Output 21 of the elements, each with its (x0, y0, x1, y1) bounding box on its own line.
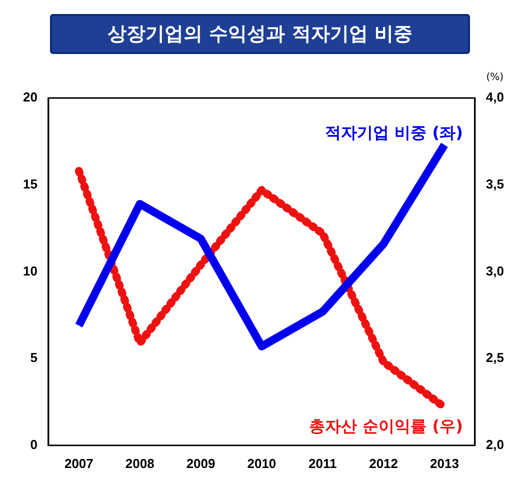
y-tick-label: 5 (30, 350, 38, 366)
x-tick-label: 2009 (186, 456, 216, 471)
x-tick-label: 2011 (308, 456, 337, 471)
series-label: 적자기업 비중 (좌) (325, 123, 463, 142)
series-label: 총자산 순이익률 (우) (309, 416, 463, 436)
y2-tick-label: 2,0 (486, 436, 504, 452)
y-tick-label: 15 (22, 176, 38, 192)
y2-tick-label: 3,0 (486, 263, 504, 278)
x-tick-label: 2013 (430, 456, 459, 471)
x-tick-label: 2008 (125, 456, 154, 471)
y-tick-label: 20 (22, 90, 38, 105)
x-tick-label: 2007 (64, 456, 94, 471)
x-tick-label: 2012 (369, 456, 398, 471)
y2-tick-label: 4,0 (486, 90, 504, 105)
y2-tick-label: 3,5 (486, 176, 504, 192)
x-tick-label: 2010 (247, 456, 276, 471)
y-tick-label: 10 (22, 263, 38, 278)
y-tick-label: 0 (30, 436, 38, 452)
y2-axis-title: (%) (486, 72, 504, 83)
chart-title: 상장기업의 수익성과 적자기업 비중 (50, 14, 470, 54)
y2-tick-label: 2,5 (486, 350, 504, 366)
